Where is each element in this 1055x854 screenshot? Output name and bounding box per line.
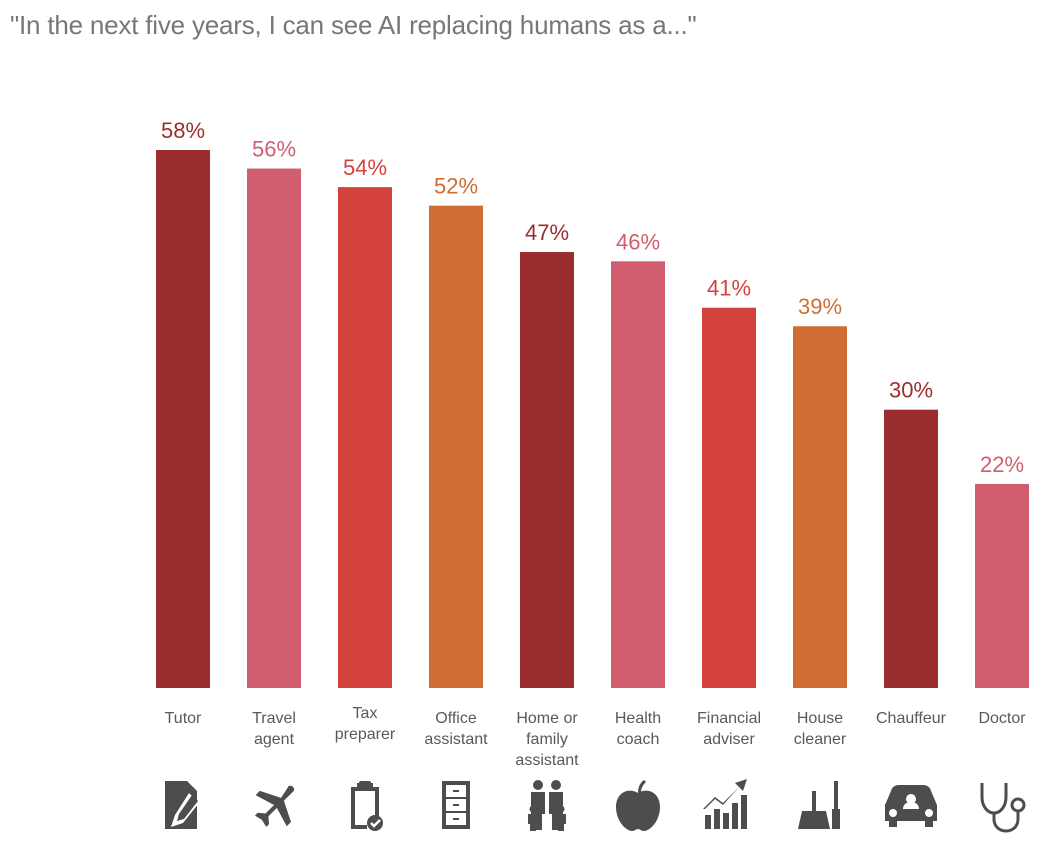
bar xyxy=(611,261,665,688)
document-pencil-icon xyxy=(165,781,199,829)
bar xyxy=(429,205,483,689)
value-labels-group: 58% 56% 54% 52% 47% 46% 41% 39% 30% 22% xyxy=(161,118,1024,477)
data-label: 47% xyxy=(525,220,569,245)
data-label: 39% xyxy=(798,294,842,319)
bar xyxy=(975,483,1029,688)
data-label: 54% xyxy=(343,155,387,180)
data-label: 41% xyxy=(707,276,751,301)
airplane-icon xyxy=(254,785,295,827)
growth-chart-icon xyxy=(703,779,747,829)
dustpan-brush-icon xyxy=(798,781,840,829)
data-label: 56% xyxy=(252,137,296,162)
bar xyxy=(338,187,392,688)
family-icon xyxy=(528,780,566,831)
bar xyxy=(520,252,574,688)
category-tick-label: Home or family assistant xyxy=(515,710,579,769)
bar xyxy=(702,307,756,688)
bars-group xyxy=(156,150,1029,689)
stethoscope-icon xyxy=(980,783,1026,833)
category-tick-label: Chauffeur xyxy=(876,710,947,727)
category-tick-label: Travel agent xyxy=(252,710,296,748)
category-labels-group: Tutor Travel agent Tax preparer Office assista… xyxy=(165,705,1027,769)
data-label: 30% xyxy=(889,378,933,403)
bar xyxy=(247,168,301,688)
icons-group xyxy=(165,779,1026,833)
bar xyxy=(156,150,210,688)
category-tick-label: Doctor xyxy=(978,710,1026,727)
bar xyxy=(793,326,847,688)
clipboard-check-icon xyxy=(351,781,383,831)
apple-icon xyxy=(616,780,660,831)
category-tick-label: Tutor xyxy=(165,710,202,727)
category-tick-label: Financial adviser xyxy=(697,710,761,748)
data-label: 22% xyxy=(980,452,1024,477)
category-tick-label: House cleaner xyxy=(794,710,847,748)
category-tick-label: Health coach xyxy=(615,710,661,748)
data-label: 52% xyxy=(434,174,478,199)
category-tick-label: Tax preparer xyxy=(335,705,396,743)
chart-title: "In the next five years, I can see AI re… xyxy=(10,10,697,40)
filing-cabinet-icon xyxy=(442,781,470,829)
data-label: 46% xyxy=(616,229,660,254)
car-driver-icon xyxy=(885,785,937,827)
bar xyxy=(884,409,938,688)
data-label: 58% xyxy=(161,118,205,143)
category-tick-label: Office assistant xyxy=(424,710,488,748)
